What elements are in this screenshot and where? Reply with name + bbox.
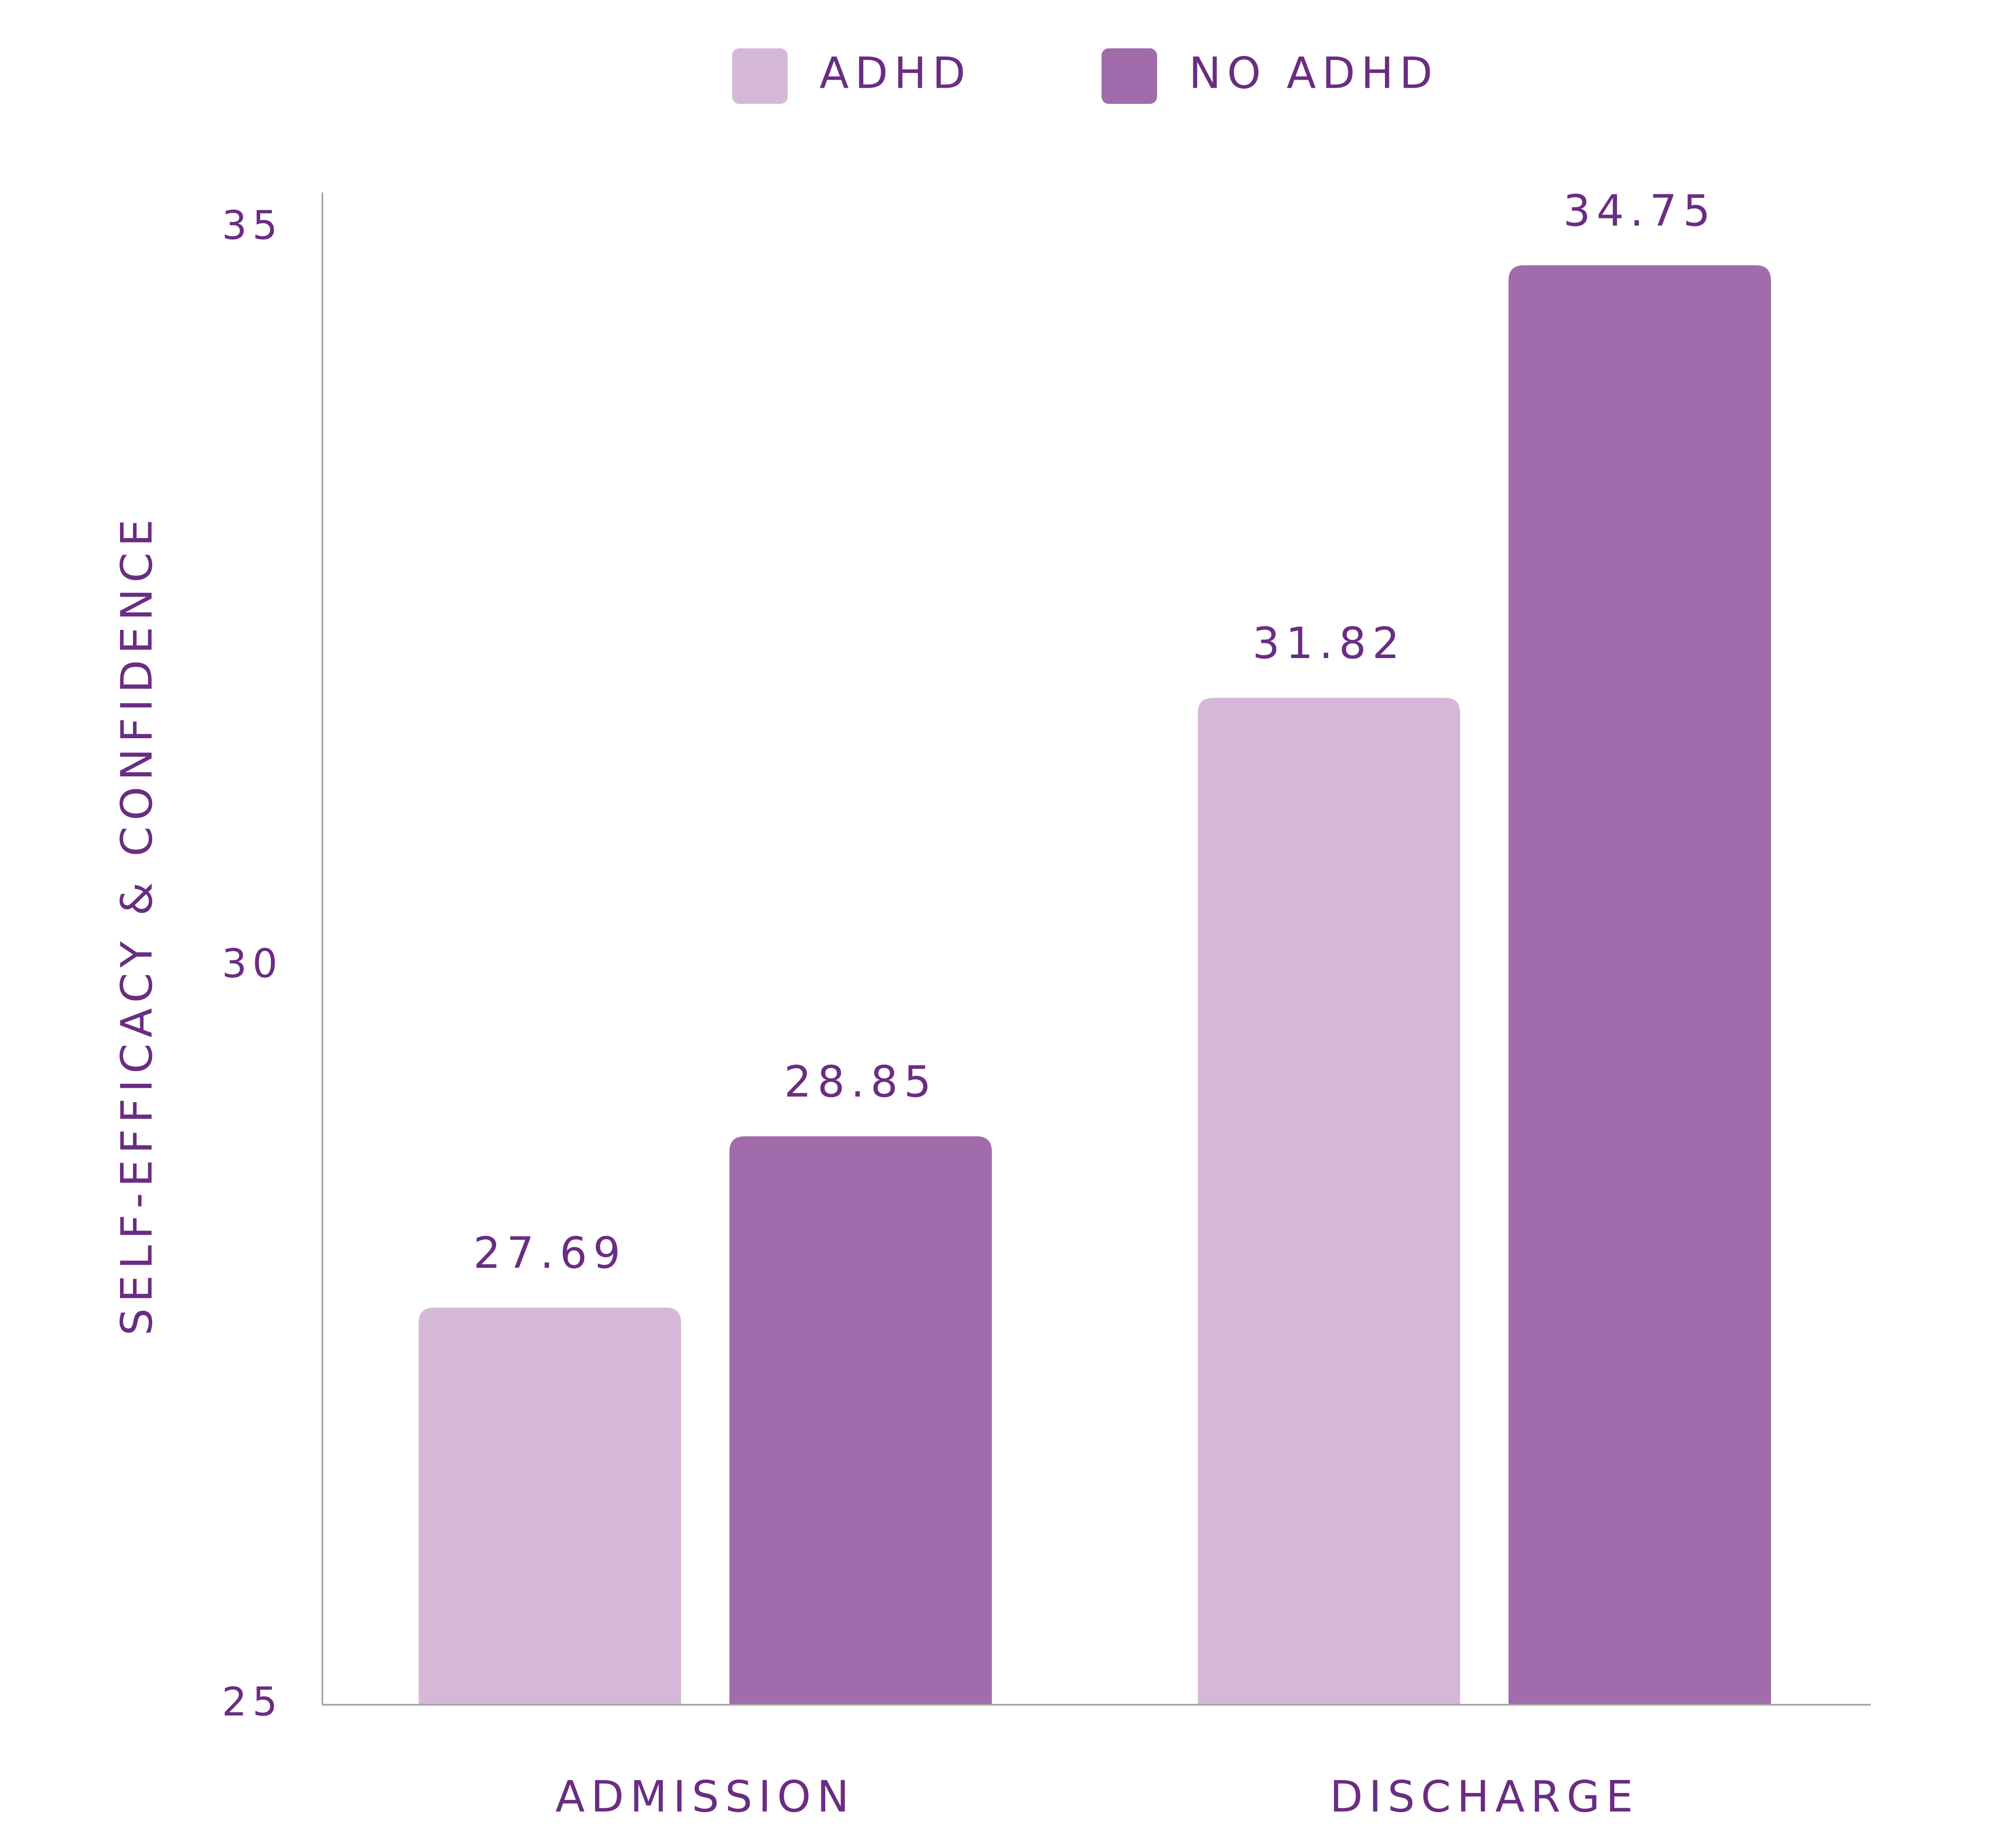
bars <box>419 265 1771 1705</box>
data-label-admission-adhd: 27.69 <box>473 1228 626 1278</box>
y-tick-label-25: 25 <box>222 1679 283 1725</box>
y-tick-label-30: 30 <box>222 941 283 987</box>
legend-swatch-no-adhd <box>1102 48 1157 104</box>
data-label-admission-no-adhd: 28.85 <box>784 1057 937 1107</box>
bar-admission-adhd <box>419 1307 681 1705</box>
bar-discharge-no-adhd <box>1509 265 1771 1705</box>
x-category-label-discharge: DISCHARGE <box>1330 1771 1639 1822</box>
x-axis-categories: ADMISSION DISCHARGE <box>555 1771 1639 1822</box>
legend-swatch-adhd <box>732 48 788 104</box>
legend-label-adhd: ADHD <box>819 48 971 98</box>
legend: ADHD NO ADHD <box>732 48 1439 104</box>
y-axis-ticks: 25 30 35 <box>222 202 283 1725</box>
y-tick-label-35: 35 <box>222 202 283 248</box>
bar-admission-no-adhd <box>729 1136 992 1705</box>
bar-discharge-adhd <box>1198 697 1460 1705</box>
data-label-discharge-adhd: 31.82 <box>1252 618 1406 668</box>
legend-label-no-adhd: NO ADHD <box>1189 48 1439 98</box>
data-labels: 27.69 28.85 31.82 34.75 <box>473 186 1716 1278</box>
y-axis-title: SELF-EFFICACY & CONFIDENCE <box>111 513 162 1336</box>
data-label-discharge-no-adhd: 34.75 <box>1563 186 1716 236</box>
x-category-label-admission: ADMISSION <box>555 1771 855 1822</box>
